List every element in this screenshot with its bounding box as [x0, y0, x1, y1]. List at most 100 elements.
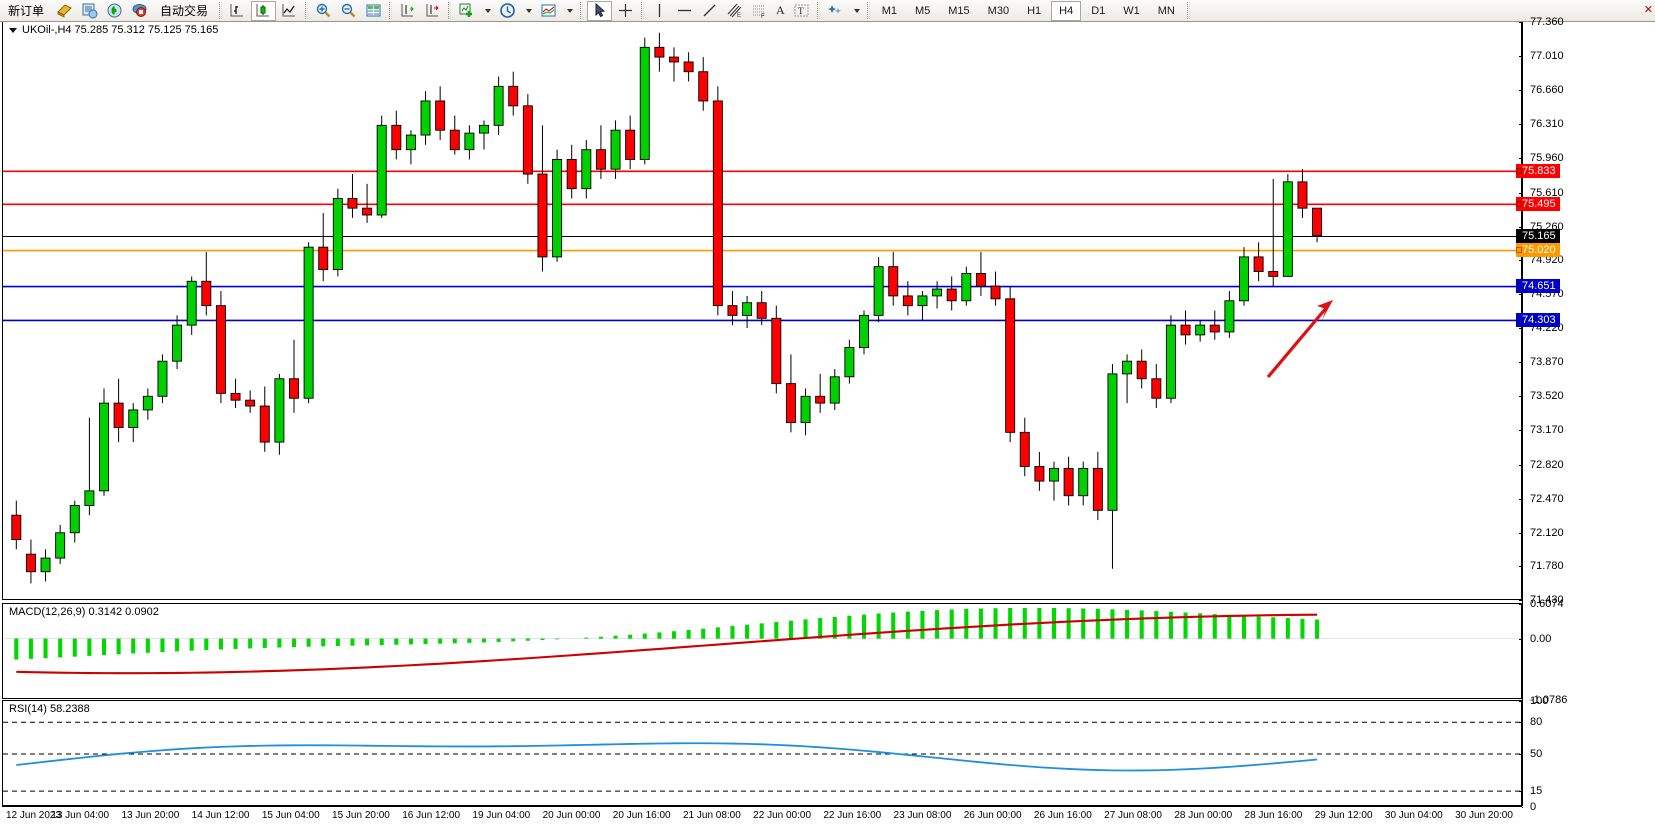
- rsi-tick: 0: [1518, 801, 1536, 813]
- time-tick: 29 Jun 12:00: [1314, 810, 1373, 821]
- timeframe-w1[interactable]: W1: [1123, 4, 1140, 17]
- macd-tick: 0.00: [1518, 633, 1551, 645]
- text-label-icon[interactable]: T: [790, 1, 813, 21]
- price-tag-support-lower[interactable]: 74.303: [1516, 312, 1560, 327]
- periods-dropdown-arrow[interactable]: [521, 1, 535, 21]
- timeframe-m5[interactable]: M5: [914, 4, 931, 17]
- time-tick: 27 Jun 08:00: [1104, 810, 1162, 821]
- time-tick: 13 Jun 20:00: [121, 810, 180, 821]
- crosshair-icon[interactable]: [614, 1, 637, 21]
- horizontal-line-icon[interactable]: [673, 1, 696, 21]
- macd-plot: [3, 607, 1521, 675]
- time-tick: 15 Jun 04:00: [261, 810, 320, 821]
- price-tick: 73.870: [1519, 356, 1564, 368]
- rsi-plot: [3, 721, 1521, 792]
- autotrade-button[interactable]: 自动交易: [153, 1, 215, 21]
- chart-title: UKOil-,H4 75.285 75.312 75.125 75.165: [9, 24, 218, 36]
- periods-icon[interactable]: [496, 1, 519, 21]
- indicators-icon[interactable]: [455, 1, 478, 21]
- toolbar-separator: [816, 2, 820, 19]
- price-tick: 73.170: [1519, 424, 1564, 436]
- data-window-grid-icon[interactable]: [362, 1, 385, 21]
- time-tick: 16 Jun 12:00: [402, 810, 461, 821]
- close-window-icon[interactable]: ✕: [1643, 4, 1653, 16]
- timeframe-m30[interactable]: M30: [987, 4, 1010, 17]
- time-tick: 23 Jun 08:00: [893, 810, 952, 821]
- zoom-in-icon[interactable]: [312, 1, 335, 21]
- toolbar-separator: [219, 2, 223, 19]
- data-window-icon[interactable]: [78, 1, 101, 21]
- toolbar-separator: [305, 2, 309, 19]
- axis-line: [1522, 22, 1523, 806]
- rsi-pane[interactable]: RSI(14) 58.2388: [2, 700, 1522, 806]
- price-tick: 72.470: [1519, 493, 1564, 505]
- shapes-dropdown-arrow[interactable]: [849, 1, 863, 21]
- macd-tick: -1.0786: [1518, 694, 1567, 706]
- chart-area: UKOil-,H4 75.285 75.312 75.125 75.165 MA…: [0, 16, 1655, 826]
- time-tick: 21 Jun 08:00: [682, 810, 741, 821]
- timeframe-h4[interactable]: H4: [1051, 0, 1082, 21]
- timeframe-m15[interactable]: M15: [948, 4, 970, 17]
- trendline-icon[interactable]: [698, 1, 721, 21]
- vertical-line-icon[interactable]: [648, 1, 671, 21]
- fibonacci-icon[interactable]: F: [748, 1, 771, 21]
- toolbar-separator: [866, 2, 870, 19]
- line-chart-icon[interactable]: [278, 1, 301, 21]
- shapes-icon[interactable]: [824, 1, 847, 21]
- price-tag-support-upper[interactable]: 74.651: [1516, 279, 1560, 294]
- price-tick: 73.520: [1519, 390, 1564, 402]
- time-tick: 15 Jun 20:00: [332, 810, 390, 821]
- price-tick: 72.820: [1519, 459, 1564, 471]
- bar-chart-icon[interactable]: [226, 1, 249, 21]
- timeframe-h1[interactable]: H1: [1027, 4, 1042, 17]
- templates-dropdown-arrow[interactable]: [562, 1, 576, 21]
- time-tick: 20 Jun 00:00: [542, 810, 601, 821]
- time-tick: 30 Jun 04:00: [1384, 810, 1443, 821]
- price-tag-current-price[interactable]: 75.165: [1516, 228, 1560, 243]
- time-tick: 28 Jun 00:00: [1174, 810, 1233, 821]
- rsi-tick: 50: [1518, 748, 1542, 760]
- equidistant-channel-icon[interactable]: E: [723, 1, 746, 21]
- time-tick: 13 Jun 04:00: [51, 810, 110, 821]
- expert-advisor-icon[interactable]: [53, 1, 76, 21]
- cursor-icon[interactable]: [587, 0, 613, 21]
- chart-menu-caret-icon[interactable]: [9, 27, 17, 33]
- price-candles: [3, 32, 1521, 584]
- price-tag-resistance-upper[interactable]: 75.833: [1516, 163, 1560, 178]
- price-axis[interactable]: 77.360 77.010 76.660 76.310 75.960 75.610 75.2…: [1516, 16, 1655, 813]
- time-tick: 14 Jun 12:00: [191, 810, 250, 821]
- chart-shift-icon[interactable]: [421, 1, 444, 21]
- zoom-out-icon[interactable]: [337, 1, 360, 21]
- price-tick: 71.780: [1519, 560, 1564, 572]
- price-tick: 72.120: [1519, 527, 1564, 539]
- timeframe-mn[interactable]: MN: [1157, 4, 1175, 17]
- svg-text:F: F: [761, 14, 765, 19]
- text-icon[interactable]: A: [776, 3, 785, 17]
- timeframe-d1[interactable]: D1: [1091, 4, 1106, 17]
- price-pane[interactable]: UKOil-,H4 75.285 75.312 75.125 75.165: [2, 22, 1522, 600]
- autotrade-icon[interactable]: [128, 1, 151, 21]
- signals-icon[interactable]: [103, 1, 126, 21]
- new-order-button[interactable]: 新订单: [1, 1, 51, 21]
- price-tag-resistance-lower[interactable]: 75.495: [1516, 196, 1560, 211]
- candlestick-icon[interactable]: [251, 0, 277, 21]
- main-toolbar: 新订单: [0, 0, 1655, 22]
- time-tick: 30 Jun 20:00: [1455, 810, 1513, 821]
- toolbar-separator: [580, 2, 584, 19]
- time-axis[interactable]: 12 Jun 2023 13 Jun 04:00 13 Jun 20:00 14 Ju…: [2, 806, 1522, 826]
- price-tick: 77.360: [1519, 16, 1564, 28]
- macd-pane[interactable]: MACD(12,26,9) 0.3142 0.0902: [2, 603, 1522, 699]
- time-tick: 26 Jun 16:00: [1033, 810, 1092, 821]
- templates-icon[interactable]: [537, 1, 560, 21]
- time-tick: 28 Jun 16:00: [1244, 810, 1303, 821]
- price-tick: 75.610: [1519, 187, 1564, 199]
- indicators-dropdown-arrow[interactable]: [480, 1, 494, 21]
- price-tag-order-level[interactable]: 75.020: [1516, 243, 1560, 258]
- macd-label: MACD(12,26,9) 0.3142 0.0902: [7, 606, 161, 618]
- timeframe-m1[interactable]: M1: [881, 4, 897, 17]
- price-tick: 75.960: [1519, 152, 1564, 164]
- time-tick: 22 Jun 00:00: [753, 810, 812, 821]
- auto-scroll-icon[interactable]: [396, 1, 419, 21]
- toolbar-separator: [389, 2, 393, 19]
- svg-text:E: E: [737, 13, 741, 19]
